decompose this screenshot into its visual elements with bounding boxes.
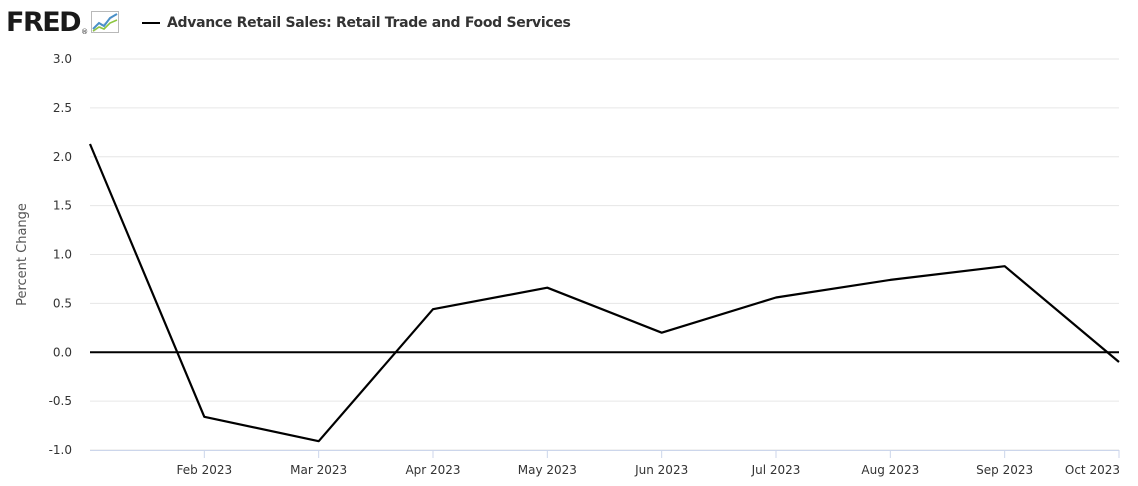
y-tick-label: 1.5 [53, 199, 72, 213]
y-tick-label: 0.0 [53, 345, 72, 359]
legend-swatch [142, 22, 160, 24]
legend-series-label: Advance Retail Sales: Retail Trade and F… [167, 15, 571, 31]
fred-logo[interactable]: FRED ® [6, 7, 120, 39]
y-axis-ticks: 3.0 2.5 2.0 1.5 1.0 0.5 0.0 -0.5 -1.0 [49, 52, 72, 457]
x-tick-label: Oct 2023 [1065, 463, 1120, 477]
y-tick-label: 1.0 [53, 248, 72, 262]
line-chart-icon [91, 11, 120, 37]
x-tick-label: Jul 2023 [751, 463, 801, 477]
y-axis-label: Percent Change [15, 203, 30, 306]
fred-logo-text: FRED [6, 7, 82, 38]
x-tick-label: Mar 2023 [290, 463, 347, 477]
grid-lines [90, 58, 1119, 451]
x-tick-label: Jun 2023 [634, 463, 688, 477]
chart-header: FRED ® Advance Retail Sales: Retail Trad… [0, 0, 1138, 46]
chart-legend[interactable]: Advance Retail Sales: Retail Trade and F… [142, 12, 571, 34]
x-tick-label: Apr 2023 [405, 463, 460, 477]
y-tick-label: -1.0 [49, 443, 72, 457]
y-tick-label: 2.0 [53, 150, 72, 164]
x-tick-label: Feb 2023 [177, 463, 233, 477]
registered-mark: ® [81, 28, 89, 36]
series-line[interactable] [88, 143, 1120, 443]
x-tick-label: Sep 2023 [976, 463, 1033, 477]
y-tick-label: -0.5 [49, 394, 72, 408]
y-tick-label: 3.0 [53, 52, 72, 66]
y-tick-label: 2.5 [53, 101, 72, 115]
x-axis-ticks: Feb 2023 Mar 2023 Apr 2023 May 2023 Jun 2023… [177, 450, 1120, 477]
x-tick-label: Aug 2023 [861, 463, 919, 477]
data-points [89, 143, 1120, 442]
y-tick-label: 0.5 [53, 296, 72, 310]
x-tick-label: May 2023 [518, 463, 577, 477]
